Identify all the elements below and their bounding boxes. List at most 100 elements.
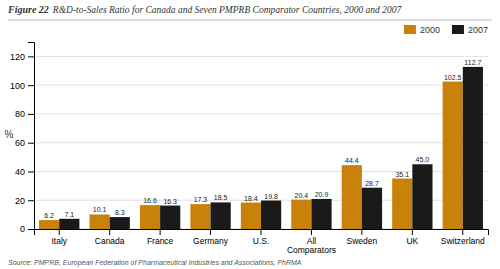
x-tick: UK xyxy=(406,229,418,246)
x-tick-label: Switzerland xyxy=(441,236,485,246)
y-tick-mark xyxy=(28,85,34,86)
x-tick: Germany xyxy=(193,229,229,246)
x-tick-label-line: Comparators xyxy=(287,245,336,255)
data-label: 35.1 xyxy=(395,171,409,178)
data-label: 28.7 xyxy=(365,180,379,187)
x-tick-label: Italy xyxy=(51,236,67,246)
x-tick-mark xyxy=(462,229,463,235)
x-tick-label: U.S. xyxy=(253,236,270,246)
data-label: 45.0 xyxy=(416,156,430,163)
grid-line xyxy=(34,113,488,114)
bar xyxy=(190,204,210,229)
data-labels: 6.210.116.617.318.420.444.435.1102.57.18… xyxy=(44,59,481,219)
bar xyxy=(362,188,382,229)
x-tick-label: UK xyxy=(406,236,418,246)
bar xyxy=(392,179,412,229)
x-tick: Switzerland xyxy=(441,229,485,246)
x-axis: Italy Canada France Germany U.S. AllComparato… xyxy=(35,229,489,255)
data-label: 44.4 xyxy=(345,157,359,164)
y-tick-label: 40 xyxy=(15,167,25,177)
data-label: 10.1 xyxy=(93,206,107,213)
subtitle: R&D-to-Sales Ratio for Canada and Seven … xyxy=(52,5,403,15)
y-tick: 40 xyxy=(15,167,34,177)
bar xyxy=(39,220,59,229)
x-tick: Canada xyxy=(95,229,125,246)
x-tick: Italy xyxy=(51,229,67,246)
x-tick-mark xyxy=(109,229,110,235)
y-tick: 0 xyxy=(20,224,34,234)
data-label: 20.9 xyxy=(315,191,329,198)
y-tick-label: 60 xyxy=(15,138,25,148)
grid xyxy=(34,56,488,229)
y-tick-label: 0 xyxy=(20,224,25,234)
x-tick-label: Canada xyxy=(95,236,125,246)
bar xyxy=(140,205,160,229)
legend-label: 2007 xyxy=(468,25,488,35)
data-label: 16.3 xyxy=(163,198,177,205)
x-tick-label: France xyxy=(147,236,174,246)
y-tick-label: 20 xyxy=(15,196,25,206)
data-label: 102.5 xyxy=(444,74,462,81)
data-label: 18.5 xyxy=(214,194,228,201)
x-tick-mark xyxy=(59,229,60,235)
data-label: 112.7 xyxy=(464,59,481,66)
bar xyxy=(463,67,483,229)
y-tick: 120 xyxy=(10,52,34,62)
x-axis-line xyxy=(35,230,489,236)
legend-item: 2000 xyxy=(404,25,440,35)
data-label: 20.4 xyxy=(295,192,309,199)
x-tick-mark xyxy=(361,229,362,235)
legend-swatch xyxy=(404,25,416,34)
x-tick-mark xyxy=(261,229,262,235)
legend-swatch xyxy=(452,25,464,34)
data-label: 6.2 xyxy=(44,212,54,219)
bar xyxy=(241,203,261,229)
bar xyxy=(311,199,331,229)
grid-line xyxy=(34,56,488,57)
y-tick-label: 100 xyxy=(10,81,25,91)
y-tick: 100 xyxy=(10,81,34,91)
y-axis: 0 20 40 60 80 100 120 xyxy=(10,43,35,235)
x-tick-label: AllComparators xyxy=(287,236,336,255)
bar xyxy=(342,165,362,229)
legend-item: 2007 xyxy=(452,25,488,35)
bar xyxy=(443,82,463,229)
y-tick-mark xyxy=(28,143,34,144)
bars xyxy=(39,67,483,229)
y-tick-label: 120 xyxy=(10,52,25,62)
y-tick-mark xyxy=(28,200,34,201)
x-tick: AllComparators xyxy=(287,229,336,255)
x-tick: France xyxy=(147,229,174,246)
bar xyxy=(211,202,231,229)
data-label: 17.3 xyxy=(194,196,208,203)
grid-line xyxy=(34,85,488,86)
y-tick: 80 xyxy=(15,109,34,119)
x-tick-mark xyxy=(210,229,211,235)
x-tick: Sweden xyxy=(347,229,378,246)
bar xyxy=(412,164,432,229)
x-tick-mark xyxy=(412,229,413,235)
bar xyxy=(89,214,109,229)
legend: 2000 2007 xyxy=(404,25,488,35)
data-label: 8.3 xyxy=(115,209,125,216)
chart-svg: Figure 22R&D-to-Sales Ratio for Canada a… xyxy=(0,0,500,269)
y-tick-label: 80 xyxy=(15,109,25,119)
x-tick-mark xyxy=(311,229,312,235)
bar xyxy=(291,200,311,229)
x-tick-mark xyxy=(160,229,161,235)
bar xyxy=(261,201,281,229)
y-axis-title: % xyxy=(5,129,14,140)
plot: 0 20 40 60 80 100 120 Italy Canada France Germany U… xyxy=(10,43,489,256)
x-tick: U.S. xyxy=(253,229,270,246)
title: Figure 22 xyxy=(7,4,49,15)
bar xyxy=(59,219,79,229)
legend-label: 2000 xyxy=(420,25,440,35)
data-label: 19.8 xyxy=(264,193,278,200)
data-label: 18.4 xyxy=(244,195,258,202)
y-tick-mark xyxy=(28,56,34,57)
y-tick: 20 xyxy=(15,196,34,206)
y-tick-mark xyxy=(28,114,34,115)
x-tick-label: Germany xyxy=(193,236,229,246)
bar xyxy=(160,206,180,229)
y-axis-line xyxy=(28,43,35,230)
